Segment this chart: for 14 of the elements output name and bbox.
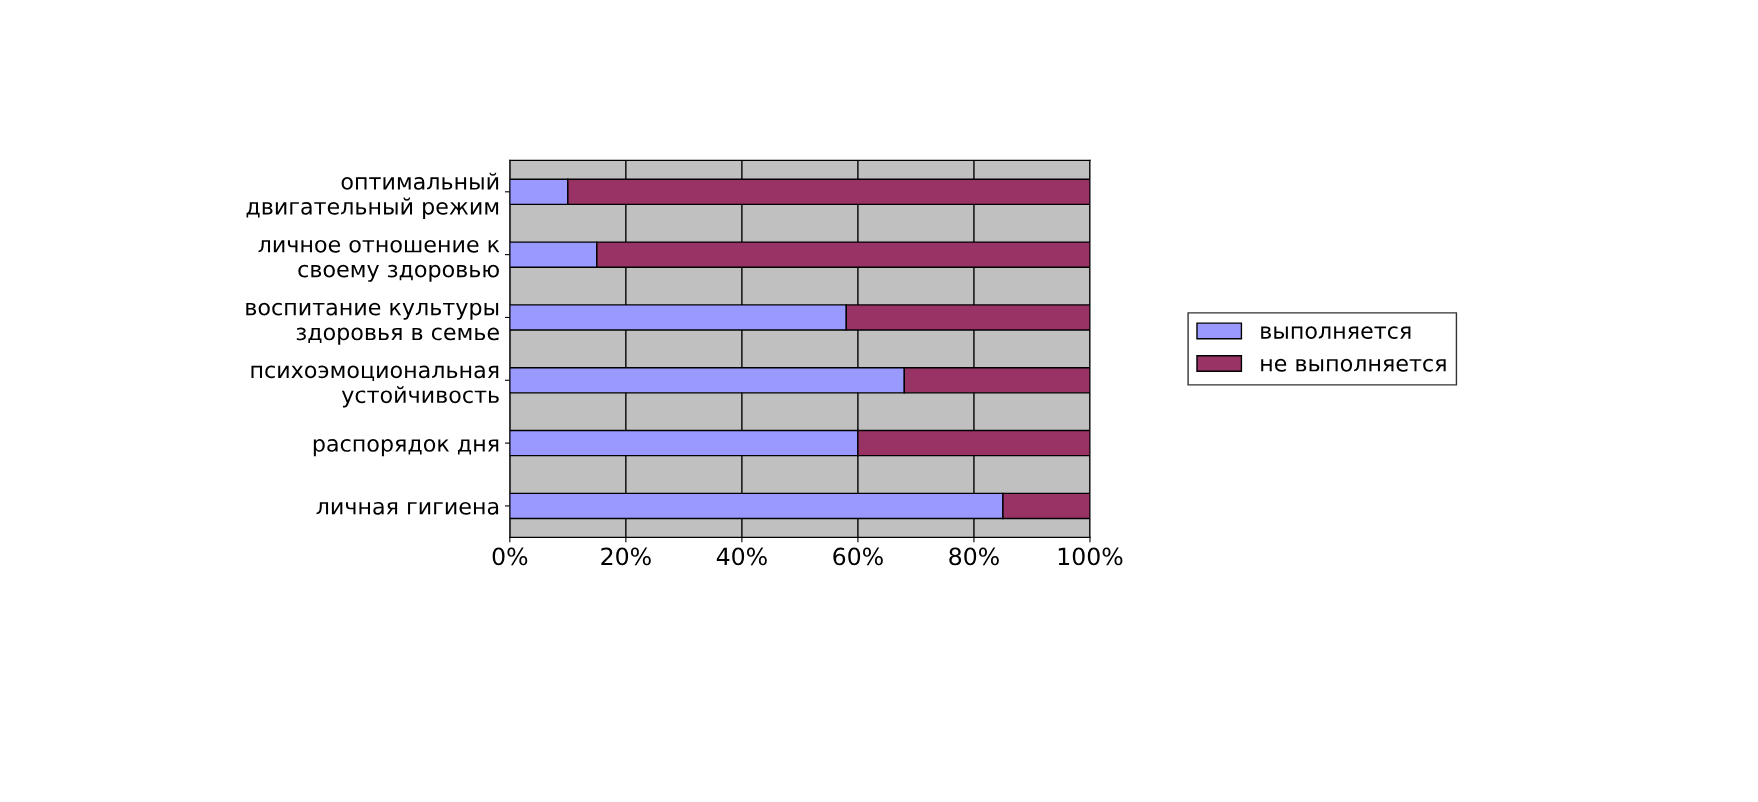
y-tick-label: личная гигиена [316, 501, 499, 515]
y-tick-label: воспитание культуры здоровья в семье [246, 302, 499, 345]
y-tick-label: оптимальный двигательный режим [246, 172, 499, 220]
y-tick-label: психоэмоциональная устойчивость [251, 365, 499, 408]
y-tick-label: распорядок дня [313, 439, 499, 457]
x-tick-label: 20% [601, 547, 651, 566]
x-tick-label: 60% [833, 547, 883, 566]
x-tick-label: 80% [949, 547, 999, 566]
y-tick-label: личное отношение к своему здоровью [258, 239, 500, 282]
legend-label: выполняется [1261, 326, 1411, 340]
x-tick-label: 40% [716, 547, 767, 566]
x-tick-label: 0% [492, 547, 528, 566]
x-tick-label: 100% [1058, 547, 1123, 566]
legend-label: не выполняется [1261, 358, 1446, 372]
